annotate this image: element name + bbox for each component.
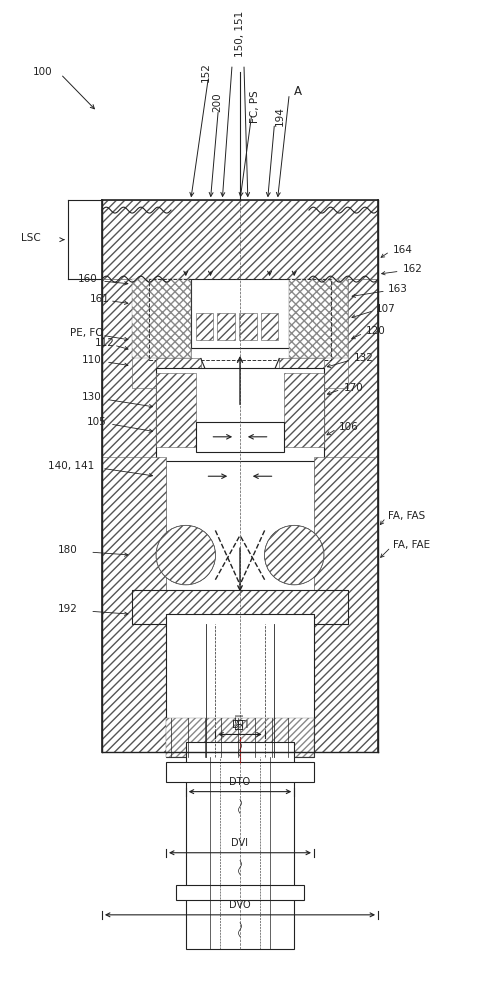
Text: DTI: DTI [235, 712, 245, 729]
Bar [132, 590, 348, 624]
Bar [279, 358, 324, 417]
Text: FA, FAS: FA, FAS [388, 511, 425, 521]
Circle shape [156, 526, 216, 585]
Bar [102, 457, 166, 752]
Text: 163: 163 [388, 284, 408, 294]
Circle shape [264, 526, 324, 585]
Text: DVO: DVO [229, 900, 251, 910]
Bar [314, 279, 378, 752]
Bar [166, 614, 314, 757]
Text: DTO: DTO [229, 777, 251, 787]
Text: A: A [294, 85, 302, 98]
Bar [156, 373, 196, 447]
Bar [132, 279, 191, 358]
Bar [196, 422, 284, 452]
Bar [102, 279, 166, 752]
Text: 106: 106 [338, 422, 358, 432]
Bar [176, 885, 304, 900]
Text: 105: 105 [87, 417, 107, 427]
Bar [191, 279, 289, 348]
Bar [196, 313, 214, 340]
Bar [314, 457, 378, 752]
Bar [156, 358, 201, 417]
Bar [239, 313, 257, 340]
Bar [217, 313, 235, 340]
Text: 100: 100 [33, 67, 53, 77]
Bar [132, 279, 191, 388]
Text: 110: 110 [82, 355, 102, 365]
Text: 140, 141: 140, 141 [48, 461, 94, 471]
Bar [261, 313, 278, 340]
Text: 132: 132 [353, 353, 373, 363]
Text: PE, FO: PE, FO [71, 328, 104, 338]
Bar [156, 368, 324, 461]
Text: 150, 151: 150, 151 [235, 11, 245, 57]
Text: 162: 162 [403, 264, 422, 274]
Text: DVI: DVI [231, 838, 249, 848]
Text: 194: 194 [275, 107, 285, 126]
Text: LSC: LSC [21, 233, 41, 243]
Bar [132, 590, 348, 624]
Text: 180: 180 [58, 545, 77, 555]
Text: 152: 152 [201, 62, 210, 82]
Bar [166, 762, 314, 782]
Text: 192: 192 [58, 604, 78, 614]
Text: 164: 164 [393, 245, 413, 255]
Bar [166, 718, 314, 757]
Text: 160: 160 [77, 274, 97, 284]
Bar [186, 742, 294, 949]
Circle shape [264, 526, 324, 585]
Bar [289, 279, 348, 358]
Bar [289, 279, 348, 388]
Text: DTI: DTI [232, 720, 248, 730]
Text: FC, PS: FC, PS [250, 90, 260, 123]
Text: 130: 130 [82, 392, 102, 402]
Text: 120: 120 [366, 326, 386, 336]
Bar [102, 200, 378, 279]
Text: 107: 107 [376, 304, 396, 314]
Text: 112: 112 [95, 338, 115, 348]
Text: 161: 161 [90, 294, 110, 304]
Text: 170: 170 [344, 383, 363, 393]
Bar [284, 373, 324, 447]
Text: 200: 200 [212, 92, 222, 112]
Text: FA, FAE: FA, FAE [393, 540, 430, 550]
Circle shape [156, 526, 216, 585]
Bar [149, 279, 331, 360]
